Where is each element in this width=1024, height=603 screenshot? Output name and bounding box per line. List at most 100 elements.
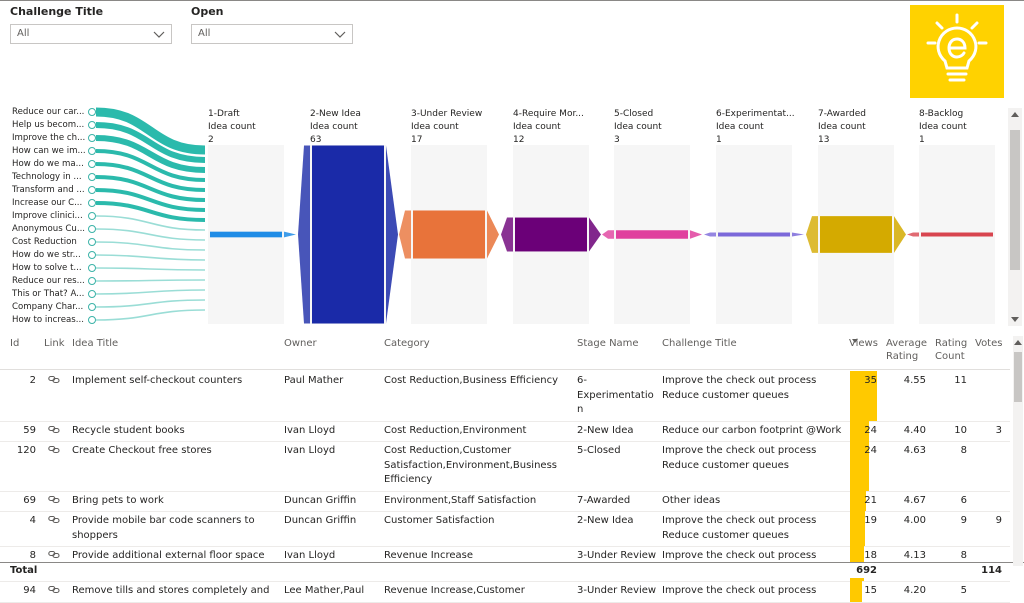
brand-logo (910, 5, 1004, 98)
source-item[interactable]: How to solve t... (12, 262, 98, 275)
source-label: Increase our C... (12, 198, 83, 208)
cell-owner: Ivan Lloyd (284, 424, 336, 436)
total-row: Total 692 114 (0, 562, 1024, 578)
table-scrollbar[interactable] (1013, 336, 1023, 566)
radio-circle-icon[interactable] (88, 199, 96, 207)
visual-scrollbar[interactable] (1008, 108, 1022, 326)
stage-bar[interactable] (312, 145, 384, 324)
radio-circle-icon[interactable] (88, 108, 96, 116)
link-icon[interactable] (48, 425, 60, 434)
source-item[interactable]: This or That? A... (12, 288, 98, 301)
table-row[interactable]: 4 Provide mobile bar code scanners to shop… (0, 511, 1010, 547)
radio-circle-icon[interactable] (88, 186, 96, 194)
stage-arrow (690, 230, 702, 239)
cell-stage-name: 3-Under Review (577, 584, 659, 599)
link-icon[interactable] (48, 515, 60, 524)
scroll-down-icon[interactable] (1011, 317, 1019, 322)
stage-bar[interactable] (718, 232, 790, 237)
source-item[interactable]: Help us becom... (12, 119, 98, 132)
radio-circle-icon[interactable] (88, 225, 96, 233)
radio-circle-icon[interactable] (88, 316, 96, 324)
radio-circle-icon[interactable] (88, 277, 96, 285)
source-item[interactable]: Improve the ch... (12, 132, 98, 145)
radio-circle-icon[interactable] (88, 147, 96, 155)
source-item[interactable]: Transform and ... (12, 184, 98, 197)
col-owner[interactable]: Owner (284, 338, 317, 349)
col-views[interactable]: Views (849, 338, 878, 349)
open-dropdown[interactable]: All (191, 24, 353, 44)
table-row[interactable]: 69 Bring pets to work Duncan Griffin Enviro… (0, 490, 1010, 512)
table-row[interactable]: 94 Remove tills and stores completely and… (0, 581, 1010, 603)
source-label: Reduce our car... (12, 107, 85, 117)
chevron-down-icon (153, 31, 165, 38)
source-flow (95, 228, 206, 241)
source-item[interactable]: Increase our C... (12, 197, 98, 210)
radio-circle-icon[interactable] (88, 160, 96, 168)
table-row[interactable]: 120 Create Checkout free stores Ivan Lloyd… (0, 441, 1010, 492)
radio-circle-icon[interactable] (88, 173, 96, 181)
radio-circle-icon[interactable] (88, 238, 96, 246)
col-votes[interactable]: Votes (975, 338, 1003, 349)
cell-rating-count: 10 (954, 424, 967, 436)
cell-stage-name: 5-Closed (577, 444, 659, 459)
source-item[interactable]: How do we str... (12, 249, 98, 262)
source-item[interactable]: Anonymous Cu... (12, 223, 98, 236)
stage-arrow (894, 216, 906, 253)
col-idea-title[interactable]: Idea Title (72, 338, 119, 349)
stage-header: 5-Closed Idea count 3 (614, 108, 704, 147)
stage-bar[interactable] (921, 232, 993, 237)
stage-bar[interactable] (820, 216, 892, 253)
radio-circle-icon[interactable] (88, 212, 96, 220)
table-row[interactable]: 2 Implement self-checkout counters Paul Ma… (0, 371, 1010, 422)
source-item[interactable]: Company Char... (12, 301, 98, 314)
scroll-up-icon[interactable] (1014, 340, 1022, 345)
link-icon[interactable] (48, 550, 60, 559)
stage-bar[interactable] (616, 230, 688, 239)
stage-name: 8-Backlog (919, 109, 964, 119)
col-challenge-title[interactable]: Challenge Title (662, 338, 737, 349)
cell-idea-title-line: shoppers (72, 529, 118, 541)
cell-average-rating: 4.13 (903, 550, 926, 561)
link-icon[interactable] (48, 585, 60, 594)
radio-circle-icon[interactable] (88, 251, 96, 259)
source-item[interactable]: Reduce our res... (12, 275, 98, 288)
radio-circle-icon[interactable] (88, 264, 96, 272)
table-row[interactable]: 59 Recycle student books Ivan Lloyd Cost Re… (0, 420, 1010, 442)
source-flow (95, 135, 206, 173)
radio-circle-icon[interactable] (88, 290, 96, 298)
source-item[interactable]: How do we ma... (12, 158, 98, 171)
col-stage-name[interactable]: Stage Name (577, 338, 639, 349)
source-item[interactable]: Reduce our car... (12, 106, 98, 119)
link-icon[interactable] (48, 445, 60, 454)
stage-arrow (792, 232, 804, 237)
link-icon[interactable] (48, 375, 60, 384)
radio-circle-icon[interactable] (88, 134, 96, 142)
radio-circle-icon[interactable] (88, 121, 96, 129)
cell-stage-name: 7-Awarded (577, 494, 659, 509)
source-item[interactable]: Cost Reduction (12, 236, 98, 249)
source-item[interactable]: Technology in ... (12, 171, 98, 184)
col-rating-count[interactable]: Rating Count (935, 337, 967, 363)
cell-average-rating: 4.20 (903, 585, 926, 596)
col-category[interactable]: Category (384, 338, 430, 349)
open-slicer: Open All (191, 5, 353, 44)
stage-bar[interactable] (515, 217, 587, 252)
cell-votes: 3 (995, 424, 1002, 436)
source-item[interactable]: How to increas... (12, 314, 98, 327)
challenge-title-dropdown[interactable]: All (10, 24, 172, 44)
col-average-rating[interactable]: Average Rating (886, 337, 927, 363)
scroll-up-icon[interactable] (1011, 112, 1019, 117)
col-link[interactable]: Link (44, 338, 65, 349)
source-item[interactable]: Improve clinici... (12, 210, 98, 223)
stage-bar[interactable] (210, 231, 282, 238)
cell-idea-title-line: Remove tills and stores completely and (72, 585, 270, 596)
stage-name: 2-New Idea (310, 109, 361, 119)
source-item[interactable]: How can we im... (12, 145, 98, 158)
scroll-thumb[interactable] (1014, 352, 1022, 402)
radio-circle-icon[interactable] (88, 303, 96, 311)
stage-bar[interactable] (413, 210, 485, 259)
col-id[interactable]: Id (10, 338, 20, 349)
link-icon[interactable] (48, 495, 60, 504)
scroll-thumb[interactable] (1010, 130, 1020, 270)
cell-stage-name: 2-New Idea (577, 424, 659, 439)
